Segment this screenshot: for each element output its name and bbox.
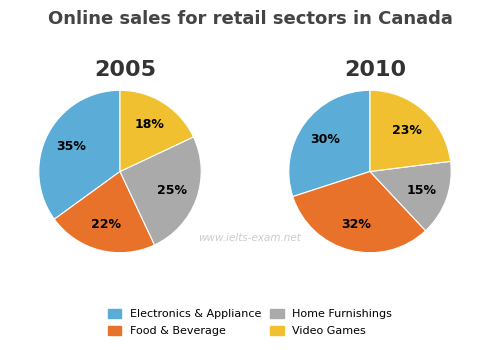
Text: www.ielts-exam.net: www.ielts-exam.net xyxy=(198,233,302,243)
Wedge shape xyxy=(54,172,154,253)
Text: 18%: 18% xyxy=(134,118,164,131)
Wedge shape xyxy=(370,161,451,231)
Wedge shape xyxy=(289,90,370,197)
Text: 23%: 23% xyxy=(392,124,422,136)
Wedge shape xyxy=(293,172,426,253)
Wedge shape xyxy=(120,90,194,172)
Legend: Electronics & Appliance, Food & Beverage, Home Furnishings, Video Games: Electronics & Appliance, Food & Beverage… xyxy=(104,304,397,341)
Text: 25%: 25% xyxy=(157,184,187,197)
Text: 22%: 22% xyxy=(92,218,122,231)
Text: 35%: 35% xyxy=(56,140,86,153)
Text: 2010: 2010 xyxy=(344,60,406,79)
Text: 32%: 32% xyxy=(342,218,371,231)
Text: Online sales for retail sectors in Canada: Online sales for retail sectors in Canad… xyxy=(48,10,452,28)
Text: 15%: 15% xyxy=(407,184,437,197)
Wedge shape xyxy=(370,90,450,172)
Wedge shape xyxy=(39,90,120,219)
Text: 2005: 2005 xyxy=(94,60,156,79)
Text: 30%: 30% xyxy=(310,133,340,146)
Wedge shape xyxy=(120,137,201,245)
